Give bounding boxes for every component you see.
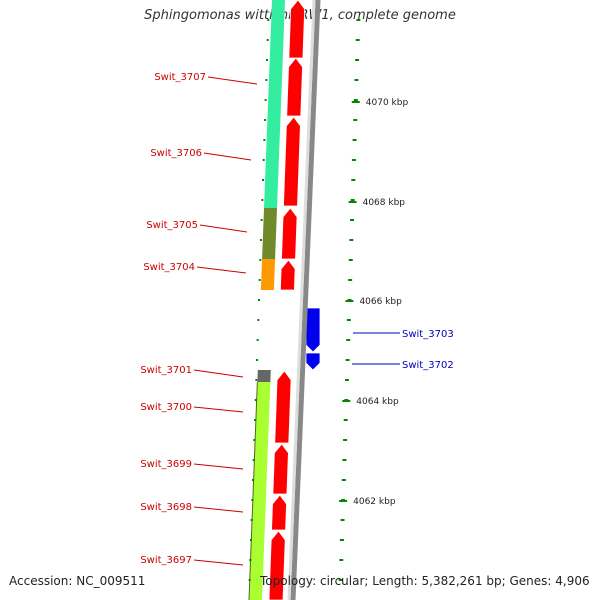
cds-ring bbox=[268, 0, 321, 600]
gene-leader-line bbox=[193, 506, 244, 513]
backbone-line bbox=[290, 0, 321, 600]
gene-leader-line bbox=[196, 266, 247, 274]
cds-arrow-3708 bbox=[288, 0, 306, 59]
cog-block-3704 bbox=[260, 259, 276, 290]
gene-label-left: Swit_3704 bbox=[143, 262, 195, 273]
cog-block-3707 bbox=[267, 0, 285, 118]
cds-arrow-3700 bbox=[272, 443, 289, 495]
kbp-label: 4066 kbp bbox=[359, 297, 402, 307]
gene-label-left: Swit_3701 bbox=[140, 365, 192, 376]
gene-leader-line bbox=[199, 224, 248, 233]
gene-leader-line bbox=[193, 369, 244, 378]
accession-text: Accession: NC_009511 bbox=[9, 574, 146, 588]
gene-leader-line bbox=[203, 152, 252, 161]
cds-arrow-3703 bbox=[305, 307, 321, 353]
cds-arrow-3698 bbox=[268, 530, 286, 600]
gene-leader-line bbox=[193, 559, 244, 566]
gene-leader-line bbox=[193, 406, 244, 413]
gene-label-right: Swit_3702 bbox=[402, 360, 454, 371]
gene-label-left: Swit_3697 bbox=[140, 555, 192, 566]
cds-arrow-3701 bbox=[274, 370, 292, 444]
cog-block-3701 bbox=[257, 370, 271, 382]
kbp-label: 4068 kbp bbox=[363, 198, 406, 208]
cds-arrow-3704 bbox=[279, 259, 296, 291]
gene-leader-line bbox=[193, 463, 244, 470]
cds-arrow-3702 bbox=[305, 352, 321, 371]
topology-text: Topology: circular; Length: 5,382,261 bp… bbox=[260, 574, 590, 588]
cds-arrow-3699 bbox=[271, 494, 287, 531]
gene-label-left: Swit_3705 bbox=[146, 220, 198, 231]
cog-block-3706 bbox=[264, 118, 281, 208]
gene-label-right: Swit_3703 bbox=[402, 329, 454, 340]
backbone-ring bbox=[287, 0, 321, 600]
gene-label-left: Swit_3699 bbox=[140, 459, 192, 470]
cog-edge bbox=[248, 381, 258, 600]
cds-arrow-3705 bbox=[281, 207, 298, 260]
kbp-label: 4070 kbp bbox=[366, 98, 409, 108]
cog-block-3705 bbox=[262, 208, 278, 259]
backbone-inner-line bbox=[287, 0, 316, 600]
gene-leader-line bbox=[207, 76, 258, 85]
kbp-label: 4062 kbp bbox=[353, 497, 396, 507]
gene-label-left: Swit_3707 bbox=[154, 72, 206, 83]
gene-label-left: Swit_3700 bbox=[140, 402, 192, 413]
cds-arrow-3706 bbox=[283, 116, 301, 207]
gene-label-left: Swit_3698 bbox=[140, 502, 192, 513]
gene-labels: Swit_3707 Swit_3706 Swit_3705 Swit_3704 Swit… bbox=[140, 72, 453, 566]
gene-label-left: Swit_3706 bbox=[150, 148, 202, 159]
cds-arrow-3707 bbox=[286, 57, 303, 117]
cog-ring bbox=[248, 0, 285, 600]
kbp-label: 4064 kbp bbox=[356, 397, 399, 407]
cog-block-3700-3697 bbox=[249, 382, 271, 600]
tick-marks: 4070 kbp 4068 kbp 4066 kbp 4064 kbp 4062 kbp bbox=[248, 19, 409, 581]
